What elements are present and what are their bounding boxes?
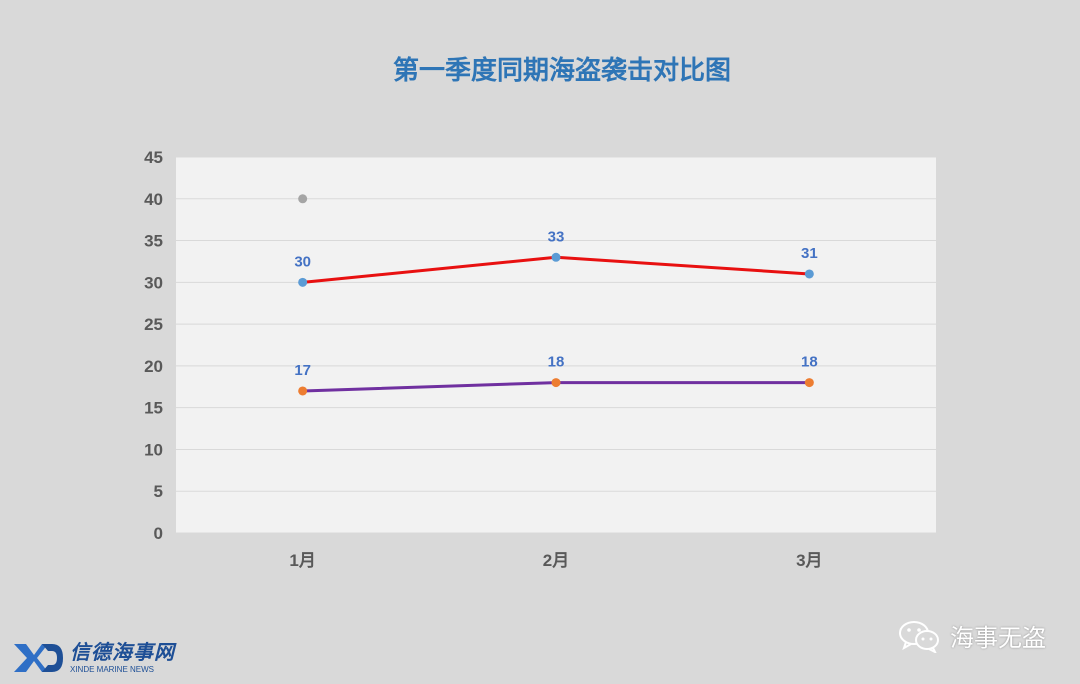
y-tick-label: 45: [144, 148, 163, 167]
y-tick-label: 15: [144, 399, 163, 418]
y-tick-label: 5: [154, 482, 163, 501]
logo-name-en: XINDE MARINE NEWS: [70, 664, 155, 674]
y-tick-label: 40: [144, 190, 163, 209]
legend: 2018年 2019年: [451, 609, 679, 610]
data-label: 31: [801, 245, 818, 262]
x-tick-label: 2月: [543, 551, 569, 570]
data-point: [804, 269, 814, 279]
x-axis: 1月 2月 3月: [289, 551, 822, 570]
data-label: 30: [294, 253, 311, 270]
extra-data-point: [298, 194, 308, 204]
legend-label: 2019年: [614, 609, 679, 610]
data-point: [551, 378, 561, 388]
series-group: 30 33 31 17 18 18: [294, 194, 818, 396]
xd-logo-icon: [14, 644, 63, 672]
x-tick-label: 3月: [796, 551, 822, 570]
y-tick-label: 20: [144, 357, 163, 376]
y-tick-label: 35: [144, 232, 163, 251]
legend-label: 2018年: [451, 609, 516, 610]
y-tick-label: 25: [144, 315, 163, 334]
data-label: 17: [294, 362, 311, 379]
logo-name-cn: 信德海事网: [70, 641, 175, 664]
data-label: 33: [548, 228, 565, 245]
data-point: [551, 252, 561, 262]
data-label: 18: [548, 354, 565, 371]
plot-area: [176, 157, 936, 533]
data-point: [804, 378, 814, 388]
data-point: [298, 277, 308, 287]
xinde-logo: 信德海事网 XINDE MARINE NEWS: [12, 640, 175, 676]
y-tick-label: 0: [154, 524, 163, 543]
data-label: 18: [801, 354, 818, 371]
y-tick-label: 10: [144, 440, 163, 459]
y-axis: 0 5 10 15 20 25 30 35 40 45: [144, 148, 163, 543]
y-tick-label: 30: [144, 273, 163, 292]
wechat-watermark: 海事无盗: [898, 618, 1046, 653]
chart-title: 第一季度同期海盗袭击对比图: [393, 55, 731, 85]
wechat-icon: [899, 620, 939, 653]
watermark-text: 海事无盗: [950, 625, 1046, 652]
x-tick-label: 1月: [289, 551, 315, 570]
data-point: [298, 386, 308, 396]
